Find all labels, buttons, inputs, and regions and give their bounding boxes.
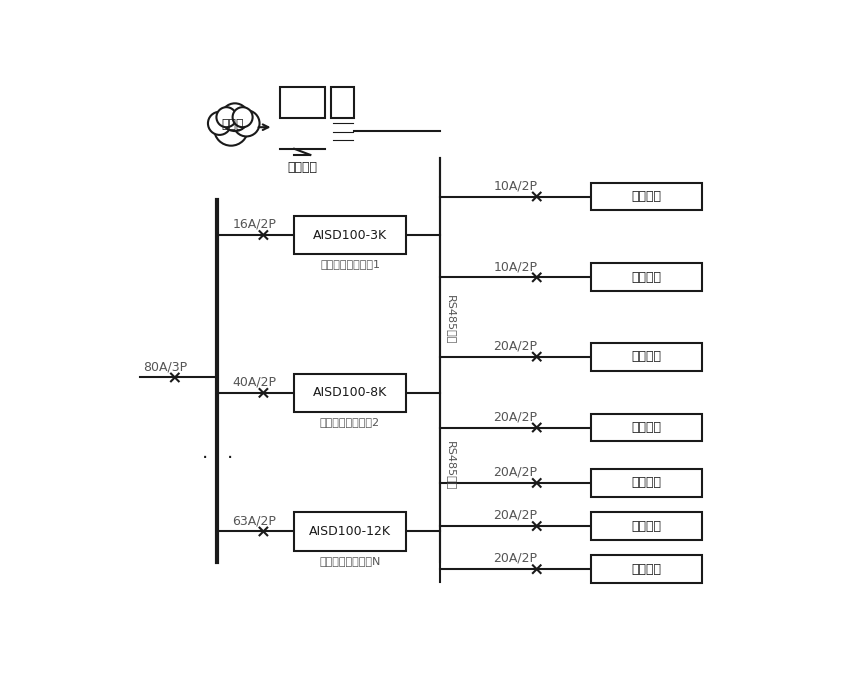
Text: 用電設備: 用電設備 bbox=[631, 563, 662, 576]
Text: 10A/2P: 10A/2P bbox=[493, 260, 537, 273]
Text: 用電設備: 用電設備 bbox=[631, 421, 662, 434]
Text: 10A/2P: 10A/2P bbox=[493, 180, 537, 192]
Bar bbox=[590, 183, 703, 211]
Text: 用電設備: 用電設備 bbox=[631, 477, 662, 489]
Bar bbox=[294, 216, 406, 254]
Bar bbox=[590, 469, 703, 497]
Text: 20A/2P: 20A/2P bbox=[493, 552, 537, 565]
Bar bbox=[590, 556, 703, 583]
Bar bbox=[590, 512, 703, 540]
Bar bbox=[331, 87, 354, 118]
Text: 智能安全配電裝置2: 智能安全配電裝置2 bbox=[320, 417, 380, 427]
Circle shape bbox=[221, 103, 249, 131]
Text: 80A/3P: 80A/3P bbox=[142, 360, 187, 373]
Bar bbox=[294, 373, 406, 412]
Text: · · ·: · · · bbox=[202, 449, 233, 468]
Text: 用電設備: 用電設備 bbox=[631, 271, 662, 284]
Bar bbox=[590, 343, 703, 371]
Text: 63A/2P: 63A/2P bbox=[233, 514, 276, 527]
Text: 安全云: 安全云 bbox=[221, 118, 244, 132]
Text: 用電設備: 用電設備 bbox=[631, 350, 662, 363]
Text: 16A/2P: 16A/2P bbox=[233, 218, 276, 231]
Text: RS485總線: RS485總線 bbox=[446, 441, 456, 491]
Text: 40A/2P: 40A/2P bbox=[233, 375, 276, 389]
Text: 20A/2P: 20A/2P bbox=[493, 509, 537, 522]
Circle shape bbox=[233, 110, 259, 136]
Circle shape bbox=[214, 112, 248, 146]
Text: RS485總線: RS485總線 bbox=[446, 295, 456, 344]
Text: 20A/2P: 20A/2P bbox=[493, 466, 537, 479]
Text: 20A/2P: 20A/2P bbox=[493, 340, 537, 352]
Text: AISD100-3K: AISD100-3K bbox=[313, 229, 387, 242]
Circle shape bbox=[233, 107, 252, 127]
Text: AISD100-8K: AISD100-8K bbox=[313, 386, 387, 400]
Text: 智能安全配電裝置1: 智能安全配電裝置1 bbox=[320, 259, 380, 269]
Bar bbox=[294, 512, 406, 551]
Text: 用電設備: 用電設備 bbox=[631, 190, 662, 203]
Circle shape bbox=[216, 107, 237, 127]
Bar bbox=[590, 414, 703, 441]
Bar bbox=[590, 263, 703, 291]
Bar bbox=[281, 87, 325, 118]
Text: 用電設備: 用電設備 bbox=[631, 520, 662, 533]
Text: AISD100-12K: AISD100-12K bbox=[309, 525, 391, 538]
Text: 智能安全配電裝置N: 智能安全配電裝置N bbox=[319, 556, 381, 566]
Text: 監控主機: 監控主機 bbox=[287, 161, 317, 173]
Circle shape bbox=[208, 112, 231, 135]
Text: 20A/2P: 20A/2P bbox=[493, 410, 537, 423]
